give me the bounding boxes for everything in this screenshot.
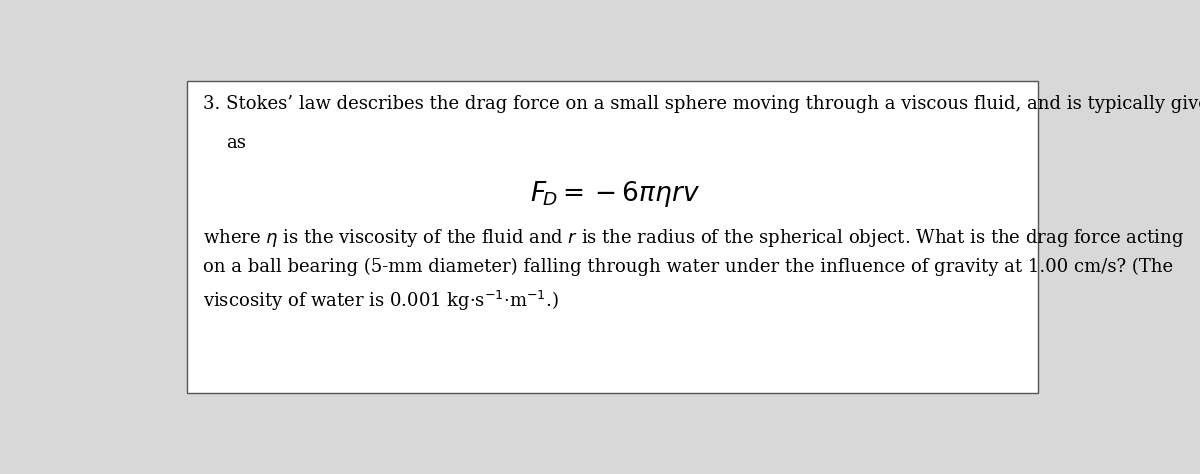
Text: on a ball bearing (5-mm diameter) falling through water under the influence of g: on a ball bearing (5-mm diameter) fallin… [203,258,1174,276]
Text: where $\eta$ is the viscosity of the fluid and $r$ is the radius of the spherica: where $\eta$ is the viscosity of the flu… [203,227,1184,248]
Text: as: as [227,134,246,152]
Text: 3. Stokes’ law describes the drag force on a small sphere moving through a visco: 3. Stokes’ law describes the drag force … [203,95,1200,113]
FancyBboxPatch shape [187,81,1038,392]
Text: $\mathit{F}_{\!D} =-6\pi\eta r v$: $\mathit{F}_{\!D} =-6\pi\eta r v$ [530,179,700,209]
Text: viscosity of water is 0.001 kg·s$^{-1}$·m$^{-1}$.): viscosity of water is 0.001 kg·s$^{-1}$·… [203,289,559,313]
